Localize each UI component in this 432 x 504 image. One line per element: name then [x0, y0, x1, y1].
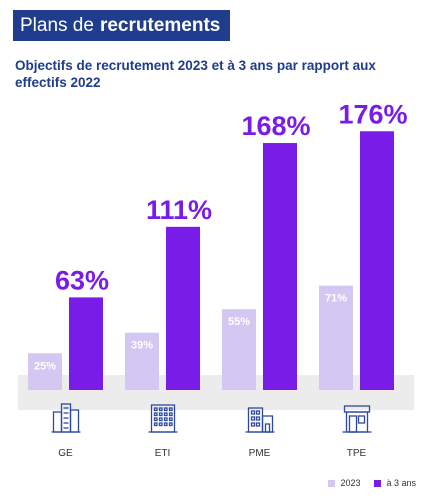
apartment-building-icon [245, 407, 275, 433]
category-label-tpe: TPE [347, 448, 367, 459]
data-label-3ans-tpe: 176% [338, 99, 407, 129]
legend-item-3ans: à 3 ans [374, 478, 416, 488]
office-block-icon [148, 404, 178, 433]
legend-swatch-2023 [328, 479, 336, 487]
data-label-2023-pme: 55% [228, 316, 250, 328]
legend-label-3ans: à 3 ans [386, 478, 416, 488]
category-label-eti: ETI [155, 448, 171, 459]
chart-legend: 2023 à 3 ans [328, 478, 416, 488]
shop-front-icon [342, 405, 372, 433]
data-label-2023-tpe: 71% [325, 293, 347, 305]
data-label-3ans-pme: 168% [241, 111, 310, 141]
data-label-2023-eti: 39% [131, 340, 153, 352]
office-buildings-icon [51, 403, 81, 433]
category-label-pme: PME [249, 448, 271, 459]
legend-swatch-3ans [374, 479, 382, 487]
legend-item-2023: 2023 [328, 478, 360, 488]
bar-2023-ge [28, 353, 62, 390]
bar-3ans-tpe [360, 131, 394, 390]
bar-3ans-ge [69, 297, 103, 390]
title-bold: recrutements [99, 14, 221, 36]
data-label-3ans-ge: 63% [55, 265, 109, 295]
bar-2023-pme [222, 309, 256, 390]
page-title: Plans de recrutements [13, 10, 230, 41]
data-label-2023-ge: 25% [34, 360, 56, 372]
bar-3ans-eti [166, 226, 200, 390]
category-label-ge: GE [58, 448, 73, 459]
bar-3ans-pme [263, 143, 297, 390]
data-label-3ans-eti: 111% [146, 195, 212, 225]
chart-subtitle: Objectifs de recrutement 2023 et à 3 ans… [15, 58, 376, 90]
legend-label-2023: 2023 [340, 478, 361, 488]
bar-2023-tpe [319, 285, 353, 390]
bar-2023-eti [125, 332, 159, 390]
title-light: Plans de [20, 14, 94, 36]
